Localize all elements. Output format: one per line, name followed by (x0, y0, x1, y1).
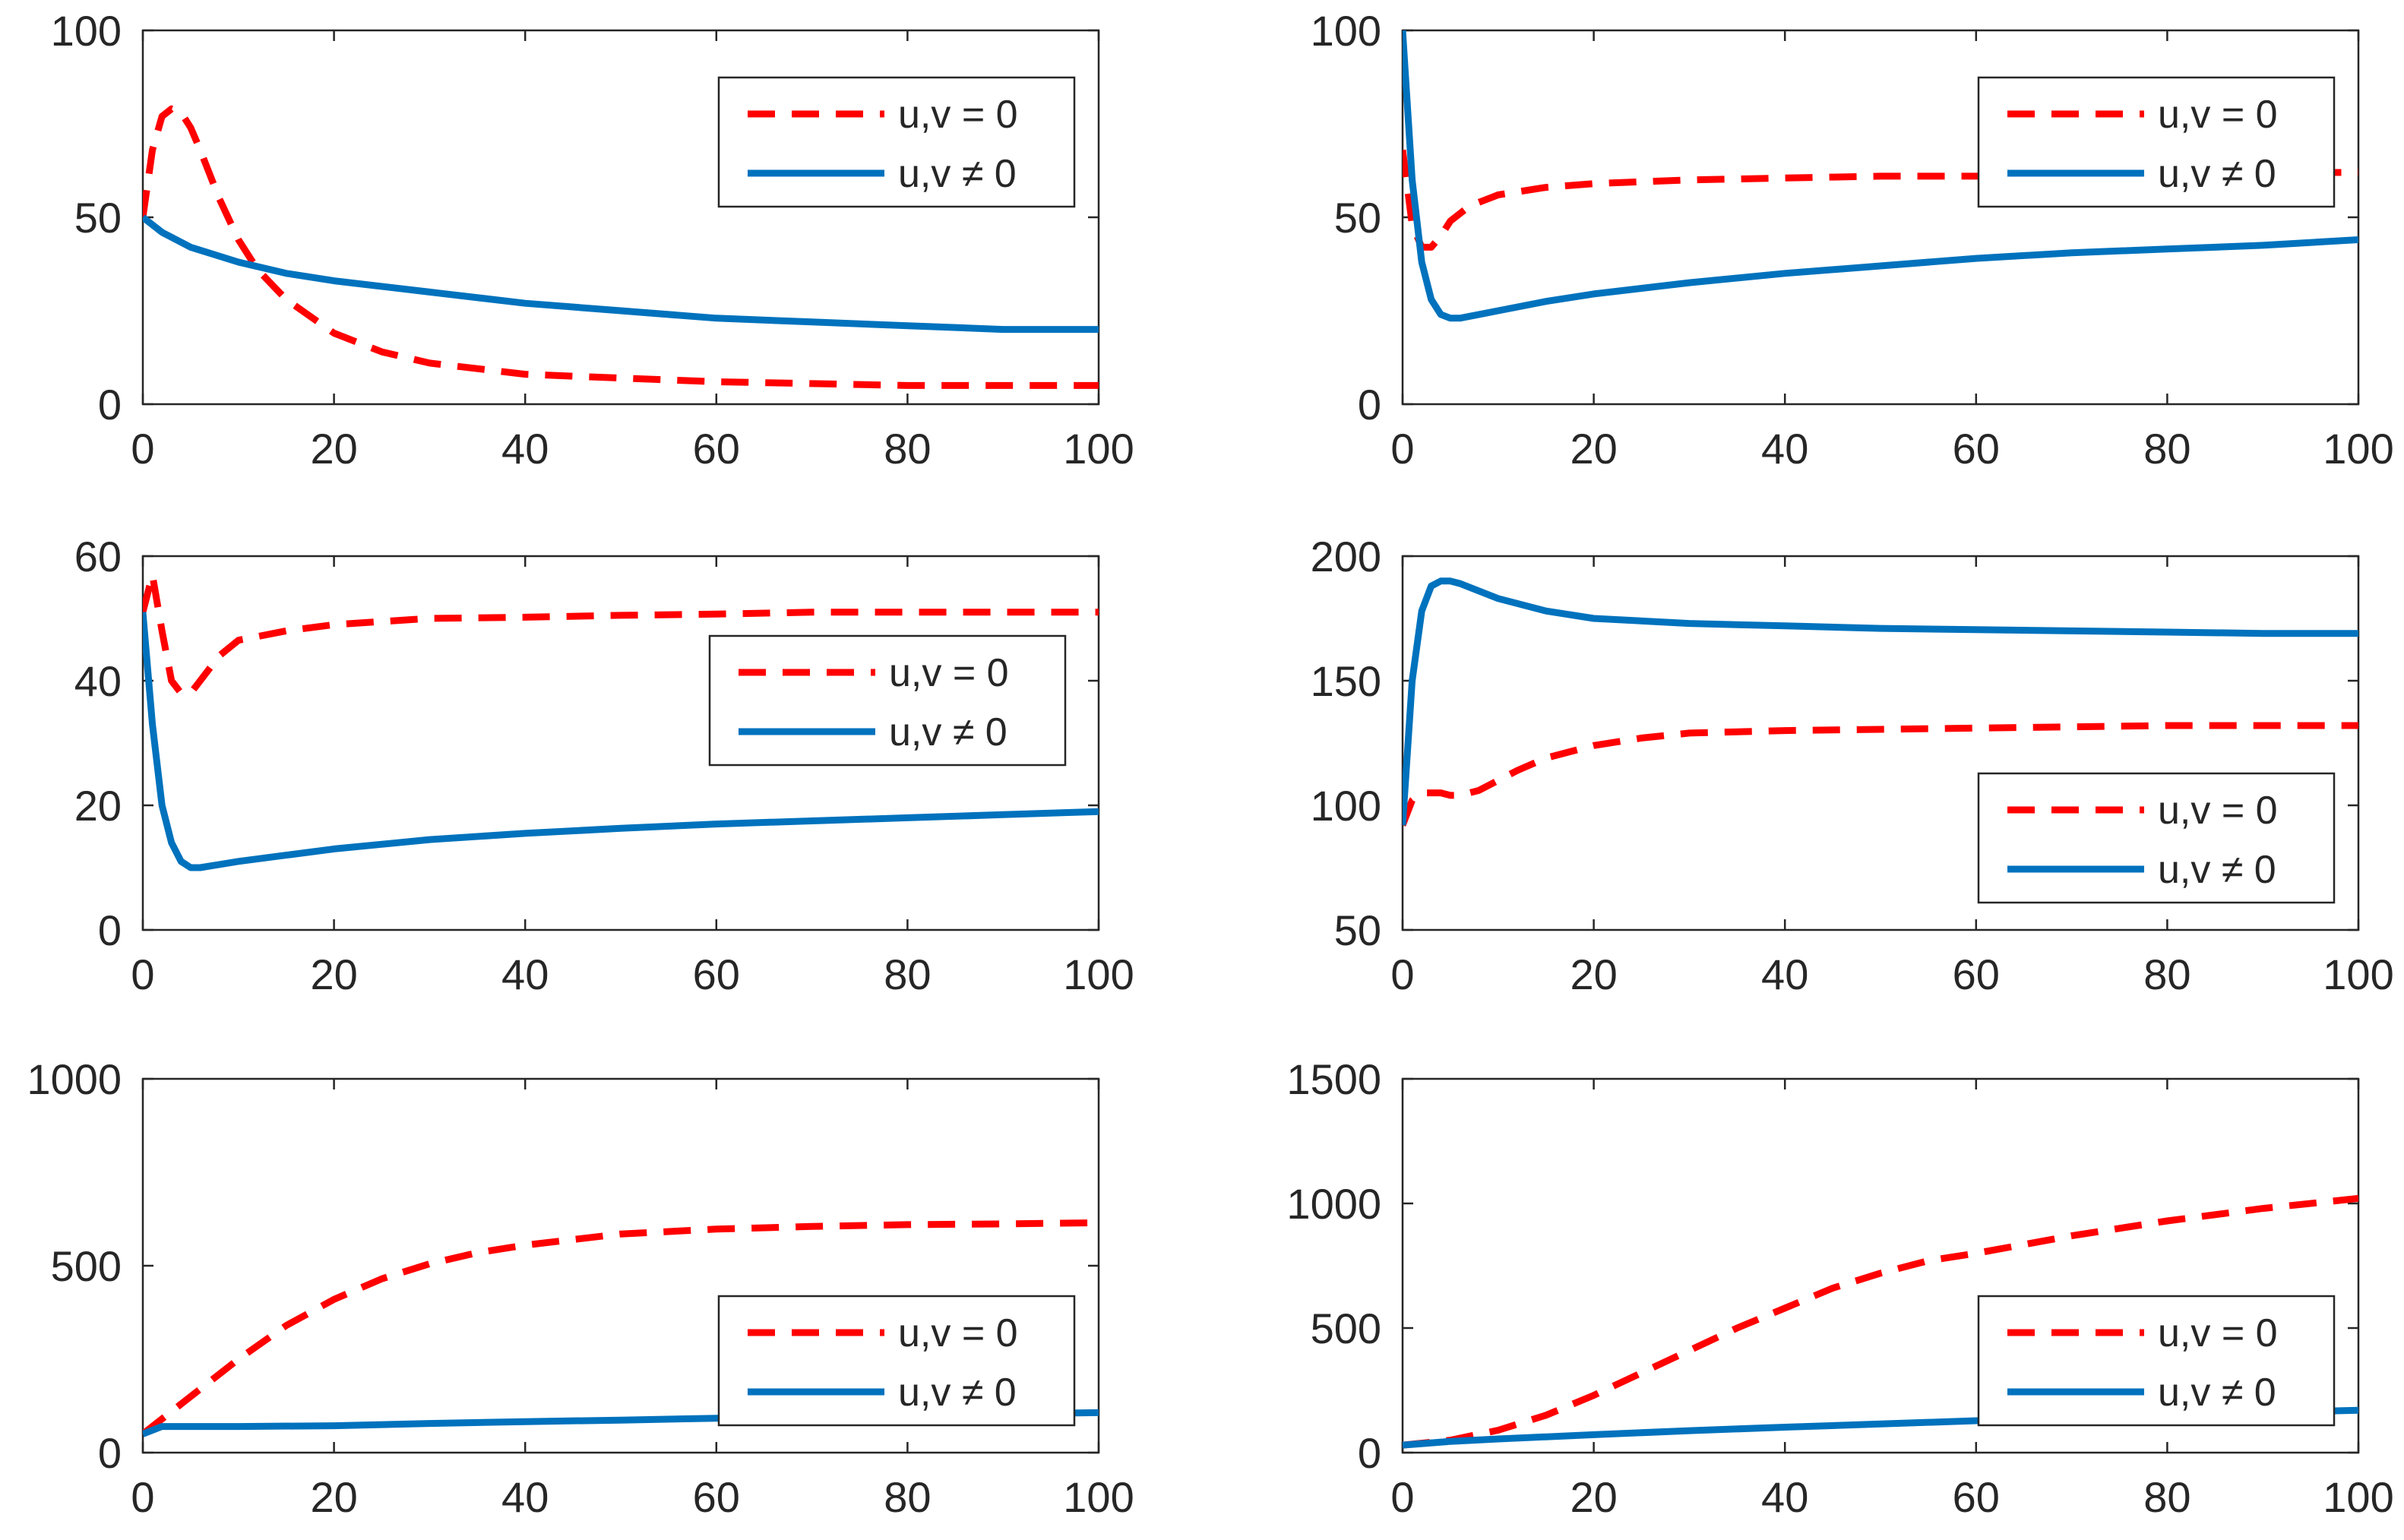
x-tick-label: 60 (1953, 950, 2000, 998)
legend-label: u,v ≠ 0 (2158, 848, 2276, 892)
legend-label: u,v = 0 (898, 93, 1018, 137)
legend: u,v = 0 u,v ≠ 0 (717, 1295, 1076, 1427)
legend-box (1977, 76, 2336, 208)
series-line-nonzero-control (1403, 30, 2358, 322)
x-tick-label: 20 (1570, 950, 1617, 998)
legend-label: u,v = 0 (2158, 93, 2278, 137)
x-tick-label: 60 (1953, 425, 2000, 473)
legend: u,v = 0 u,v ≠ 0 (717, 76, 1076, 208)
x-tick-label: 20 (1570, 425, 1617, 473)
x-tick-label: 40 (1761, 950, 1808, 998)
x-tick-label: 60 (693, 950, 740, 998)
y-tick-label: 20 (74, 782, 122, 830)
y-tick-label: 500 (51, 1242, 122, 1290)
legend-box (1977, 1295, 2336, 1427)
y-tick-label: 150 (1311, 657, 1381, 705)
y-tick-label: 50 (74, 194, 122, 242)
x-tick-label: 60 (1953, 1473, 2000, 1521)
x-tick-label: 80 (2143, 425, 2190, 473)
series-line-zero-control (143, 571, 1099, 697)
x-tick-label: 100 (1063, 1473, 1134, 1521)
x-tick-label: 80 (2143, 1473, 2190, 1521)
series-line-zero-control (1403, 722, 2358, 827)
legend-label: u,v ≠ 0 (898, 1371, 1017, 1415)
y-tick-label: 100 (51, 7, 122, 55)
legend-label: u,v ≠ 0 (898, 152, 1017, 196)
x-tick-label: 20 (310, 950, 357, 998)
legend-box (1977, 772, 2336, 904)
y-tick-label: 0 (98, 1429, 122, 1477)
y-tick-label: 500 (1311, 1304, 1381, 1352)
x-tick-label: 0 (1390, 950, 1414, 998)
x-tick-label: 80 (884, 950, 931, 998)
legend-label: u,v = 0 (2158, 789, 2278, 833)
subplot-1: 0 20 40 60 80 100 0 50 100 u,v = 0 u,v ≠ 0 (51, 7, 1134, 473)
series-line-zero-control (1403, 149, 2358, 251)
x-tick-label: 100 (2323, 1473, 2393, 1521)
x-tick-label: 80 (2143, 950, 2190, 998)
x-tick-label: 40 (1761, 1473, 1808, 1521)
y-tick-label: 1000 (27, 1055, 122, 1103)
y-tick-label: 0 (1358, 381, 1381, 428)
series-line-nonzero-control (143, 214, 1099, 334)
series-line-nonzero-control (143, 612, 1099, 871)
legend: u,v = 0 u,v ≠ 0 (1977, 76, 2336, 208)
x-tick-label: 0 (131, 1473, 154, 1521)
x-tick-label: 80 (884, 1473, 931, 1521)
subplot-2: 0 20 40 60 80 100 0 50 100 u,v = 0 u,v ≠ 0 (1311, 7, 2394, 473)
x-tick-label: 100 (2323, 425, 2393, 473)
x-tick-label: 100 (1063, 425, 1134, 473)
series-line-zero-control (1403, 1194, 2358, 1449)
legend-label: u,v = 0 (2158, 1311, 2278, 1355)
y-tick-label: 50 (1334, 194, 1381, 242)
legend: u,v = 0 u,v ≠ 0 (1977, 1295, 2336, 1427)
y-tick-label: 50 (1334, 906, 1381, 954)
x-tick-label: 20 (1570, 1473, 1617, 1521)
legend-label: u,v ≠ 0 (2158, 152, 2276, 196)
y-tick-label: 200 (1311, 533, 1381, 580)
x-tick-label: 0 (131, 425, 154, 473)
subplot-3: 0 20 40 60 80 100 0 20 40 60 u,v = 0 u,v ≠ 0 (74, 533, 1134, 998)
x-tick-label: 40 (1761, 425, 1808, 473)
legend-box (708, 634, 1067, 767)
x-tick-label: 100 (1063, 950, 1134, 998)
y-tick-label: 100 (1311, 782, 1381, 830)
x-tick-label: 100 (2323, 950, 2393, 998)
x-tick-label: 80 (884, 425, 931, 473)
x-tick-label: 40 (501, 425, 549, 473)
series-line-nonzero-control (1403, 577, 2358, 826)
legend-label: u,v ≠ 0 (2158, 1371, 2276, 1415)
legend-label: u,v = 0 (889, 651, 1009, 695)
y-tick-label: 1500 (1286, 1055, 1381, 1103)
y-tick-label: 0 (98, 906, 122, 954)
legend-box (717, 76, 1076, 208)
legend-label: u,v = 0 (898, 1311, 1018, 1355)
series-line-zero-control (143, 105, 1099, 389)
subplot-4: 0 20 40 60 80 100 50 100 150 200 u,v = 0 u,v ≠ 0 (1311, 533, 2394, 998)
legend-box (717, 1295, 1076, 1427)
series-line-zero-control (143, 1219, 1099, 1437)
legend-label: u,v ≠ 0 (889, 710, 1007, 754)
legend: u,v = 0 u,v ≠ 0 (708, 634, 1067, 767)
x-tick-label: 40 (501, 1473, 549, 1521)
y-tick-label: 1000 (1286, 1180, 1381, 1228)
legend: u,v = 0 u,v ≠ 0 (1977, 772, 2336, 904)
y-tick-label: 0 (98, 381, 122, 428)
y-tick-label: 0 (1358, 1429, 1381, 1477)
x-tick-label: 20 (310, 425, 357, 473)
x-tick-label: 20 (310, 1473, 357, 1521)
x-tick-label: 0 (1390, 425, 1414, 473)
y-tick-label: 60 (74, 533, 122, 580)
x-tick-label: 40 (501, 950, 549, 998)
x-tick-label: 60 (693, 1473, 740, 1521)
y-tick-label: 40 (74, 657, 122, 705)
x-tick-label: 0 (1390, 1473, 1414, 1521)
y-tick-label: 100 (1311, 7, 1381, 55)
x-tick-label: 60 (693, 425, 740, 473)
x-tick-label: 0 (131, 950, 154, 998)
